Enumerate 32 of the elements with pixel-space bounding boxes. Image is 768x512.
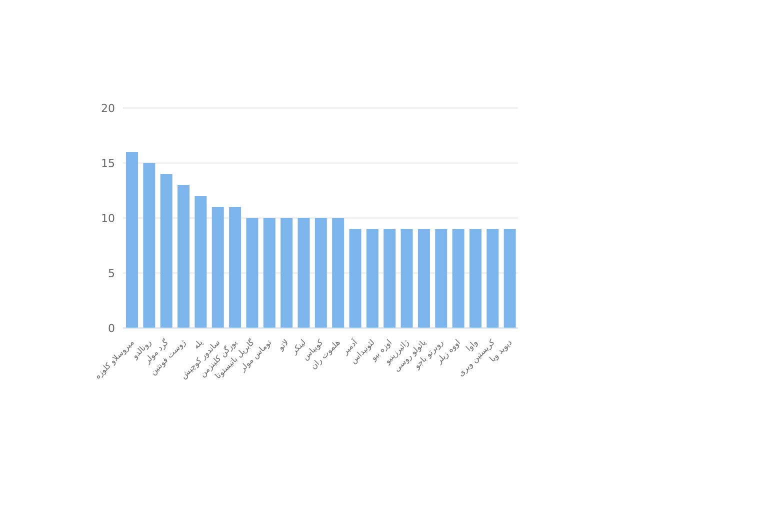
bar — [246, 218, 258, 328]
bar — [418, 229, 430, 328]
y-tick-label: 10 — [101, 212, 115, 225]
bar — [194, 196, 207, 328]
x-tick-label: لاتو — [276, 338, 290, 353]
bar — [212, 207, 224, 328]
x-tick-label: لینکر — [289, 338, 308, 356]
bar — [178, 185, 190, 328]
x-tick-label: پله — [192, 338, 205, 351]
bar — [504, 229, 516, 328]
bar — [229, 207, 242, 328]
bar — [469, 229, 482, 328]
bar — [280, 218, 293, 328]
x-tick-label: میروسلاو کلوزه — [93, 338, 136, 381]
y-tick-label: 15 — [101, 156, 115, 170]
bar — [143, 163, 156, 328]
bar — [435, 229, 448, 328]
bar — [263, 218, 276, 328]
bar — [349, 229, 362, 328]
bar — [486, 229, 499, 328]
bar — [452, 229, 464, 328]
bar — [314, 218, 327, 328]
bar — [366, 229, 378, 328]
bar — [126, 152, 138, 328]
bar — [160, 174, 172, 328]
bar — [384, 229, 396, 328]
bar — [400, 229, 413, 328]
y-tick-label: 20 — [101, 102, 115, 115]
y-tick-label: 0 — [108, 322, 115, 335]
bar — [332, 218, 344, 328]
bar — [298, 218, 310, 328]
y-tick-label: 5 — [108, 266, 115, 280]
